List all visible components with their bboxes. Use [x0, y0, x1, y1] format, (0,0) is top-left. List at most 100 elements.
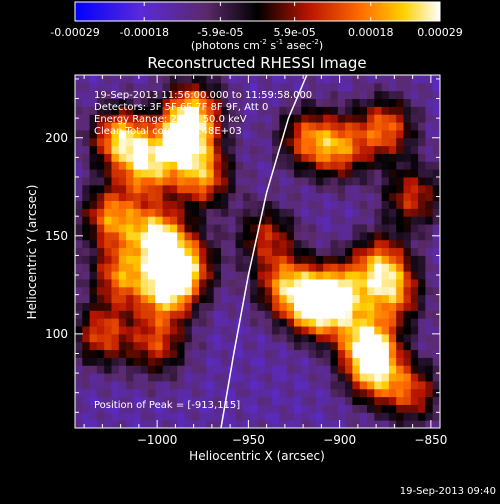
heatmap-cell [213, 169, 222, 178]
heatmap-cell [126, 239, 134, 249]
heatmap-cell [388, 239, 397, 249]
heatmap-cell [301, 420, 310, 428]
heatmap-cell [425, 341, 434, 351]
heatmap-cell [345, 200, 353, 209]
heatmap-cell [140, 263, 149, 272]
heatmap-cell [140, 247, 149, 256]
heatmap-cell [177, 388, 185, 398]
heatmap-cell [199, 271, 207, 280]
heatmap-cell [162, 420, 171, 428]
heatmap-cell [118, 302, 127, 311]
heatmap-cell [264, 388, 273, 398]
heatmap-cell [111, 98, 120, 107]
heatmap-cell [82, 263, 91, 272]
heatmap-cell [118, 341, 127, 351]
heatmap-cell [206, 208, 215, 217]
heatmap-cell [315, 137, 324, 147]
heatmap-cell [381, 161, 390, 170]
heatmap-cell [155, 310, 164, 319]
heatmap-cell [359, 310, 368, 319]
heatmap-cell [345, 271, 353, 280]
heatmap-cell [89, 114, 98, 123]
heatmap-cell [315, 310, 324, 319]
heatmap-cell [155, 404, 164, 413]
heatmap-cell [250, 380, 258, 390]
heatmap-cell [177, 396, 185, 405]
heatmap-cell [162, 396, 171, 405]
heatmap-cell [206, 192, 215, 202]
heatmap-cell [162, 286, 171, 296]
heatmap-cell [177, 318, 185, 327]
heatmap-cell [126, 373, 134, 382]
heatmap-cell [221, 200, 229, 209]
heatmap-cell [169, 161, 178, 170]
heatmap-cell [294, 176, 302, 186]
heatmap-cell [235, 365, 244, 374]
heatmap-cell [359, 357, 368, 366]
heatmap-cell [155, 365, 164, 374]
heatmap-cell [148, 412, 156, 421]
heatmap-cell [294, 122, 302, 131]
heatmap-cell [184, 373, 193, 382]
heatmap-cell [228, 176, 237, 186]
heatmap-cell [250, 271, 258, 280]
heatmap-cell [89, 122, 98, 131]
heatmap-cell [337, 326, 346, 335]
heatmap-cell [308, 302, 317, 311]
heatmap-cell [118, 412, 127, 421]
heatmap-cell [82, 208, 91, 217]
heatmap-cell [162, 388, 171, 398]
heatmap-cell [279, 263, 288, 272]
heatmap-cell [82, 75, 91, 84]
heatmap-cell [257, 412, 266, 421]
heatmap-cell [403, 216, 412, 225]
heatmap-cell [213, 98, 222, 107]
heatmap-cell [301, 326, 310, 335]
heatmap-cell [250, 161, 258, 170]
heatmap-cell [345, 90, 353, 100]
heatmap-cell [221, 247, 229, 256]
heatmap-cell [359, 396, 368, 405]
heatmap-cell [221, 224, 229, 233]
heatmap-cell [228, 318, 237, 327]
heatmap-cell [272, 420, 280, 428]
heatmap-cell [264, 216, 273, 225]
heatmap-cell [169, 176, 178, 186]
heatmap-cell [330, 224, 339, 233]
heatmap-cell [191, 239, 200, 249]
heatmap-cell [315, 286, 324, 296]
heatmap-cell [89, 357, 98, 366]
heatmap-cell [213, 420, 222, 428]
heatmap-cell [279, 404, 288, 413]
heatmap-cell [308, 247, 317, 256]
heatmap-cell [381, 192, 390, 202]
heatmap-cell [221, 75, 229, 84]
heatmap-cell [75, 357, 83, 366]
heatmap-cell [82, 122, 91, 131]
heatmap-cell [235, 106, 244, 115]
heatmap-cell [381, 380, 390, 390]
heatmap-cell [169, 231, 178, 241]
heatmap-cell [213, 161, 222, 170]
heatmap-cell [75, 106, 83, 115]
heatmap-cell [403, 184, 412, 194]
heatmap-cell [96, 404, 105, 413]
heatmap-cell [169, 294, 178, 303]
heatmap-cell [118, 333, 127, 343]
heatmap-cell [374, 114, 383, 123]
heatmap-cell [352, 255, 361, 264]
heatmap-cell [308, 263, 317, 272]
heatmap-cell [403, 357, 412, 366]
heatmap-cell [96, 239, 105, 249]
heatmap-cell [118, 420, 127, 428]
heatmap-cell [330, 396, 339, 405]
heatmap-cell [96, 326, 105, 335]
heatmap-cell [264, 255, 273, 264]
heatmap-cell [367, 192, 375, 202]
heatmap-cell [104, 341, 112, 351]
heatmap-cell [184, 224, 193, 233]
heatmap-cell [111, 161, 120, 170]
heatmap-cell [177, 302, 185, 311]
x-axis: −1000 −950 −900 −850 [83, 75, 447, 447]
heatmap-cell [418, 326, 426, 335]
